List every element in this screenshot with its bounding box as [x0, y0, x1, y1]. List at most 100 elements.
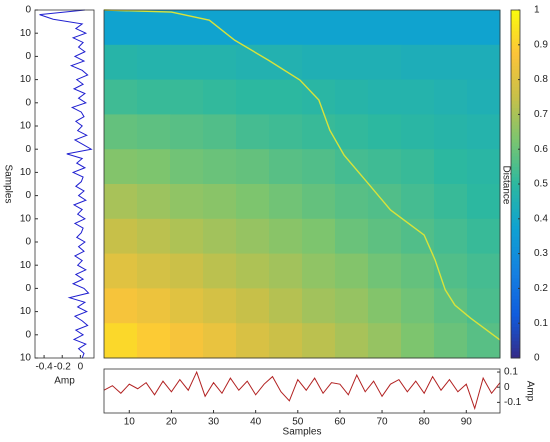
- heat-cell: [368, 253, 402, 289]
- heat-cell: [302, 149, 336, 185]
- heat-cell: [302, 79, 336, 115]
- colorbar-tick-label: 0.5: [534, 179, 548, 190]
- heat-cell: [401, 10, 435, 46]
- heat-cell: [269, 184, 303, 220]
- heat-cell: [236, 10, 270, 46]
- x-tick-label: -0.4: [35, 362, 53, 373]
- heat-cell: [269, 149, 303, 185]
- colorbar-swatch: [511, 44, 520, 49]
- colorbar-swatch: [511, 344, 520, 349]
- heat-cell: [335, 323, 369, 359]
- heat-cell: [236, 184, 270, 220]
- colorbar-swatch: [511, 190, 520, 195]
- heat-cell: [434, 288, 468, 324]
- heat-cell: [401, 288, 435, 324]
- y-axis-label: Samples: [2, 165, 13, 204]
- colorbar-swatch: [511, 16, 520, 21]
- heat-cell: [236, 149, 270, 185]
- y-tick-label: -0.1: [504, 397, 522, 408]
- colorbar-swatch: [511, 135, 520, 140]
- heat-cell: [203, 114, 237, 150]
- heat-cell: [170, 253, 204, 289]
- x-tick-label: 30: [208, 417, 220, 428]
- colorbar-swatch: [511, 128, 520, 133]
- heat-cell: [236, 323, 270, 359]
- heat-cell: [467, 44, 501, 81]
- colorbar-swatch: [511, 340, 520, 345]
- colorbar-swatch: [511, 93, 520, 98]
- heat-cell: [104, 44, 138, 81]
- colorbar-swatch: [511, 222, 520, 227]
- heat-cell: [467, 114, 501, 150]
- heat-cell: [401, 323, 435, 359]
- heat-cell: [170, 288, 204, 324]
- heat-cell: [434, 184, 468, 220]
- colorbar-swatch: [511, 10, 520, 14]
- colorbar-swatch: [511, 271, 520, 275]
- colorbar-swatch: [511, 103, 520, 108]
- y-tick-label: 10: [20, 121, 32, 132]
- heat-cell: [434, 79, 468, 115]
- colorbar-swatch: [511, 323, 520, 328]
- heat-cell: [401, 79, 435, 115]
- heat-cell: [269, 79, 303, 115]
- colorbar-swatch: [511, 138, 520, 143]
- x-tick-label: 0: [78, 362, 84, 373]
- colorbar-swatch: [511, 79, 520, 84]
- x-axis-label: Amp: [54, 376, 75, 387]
- heat-cell: [104, 288, 138, 324]
- colorbar-swatch: [511, 76, 520, 81]
- heat-cell: [302, 323, 336, 359]
- colorbar-tick-label: 1: [534, 5, 540, 16]
- x-tick-label: -0.2: [54, 362, 72, 373]
- heat-cell: [104, 114, 138, 150]
- colorbar-swatch: [511, 250, 520, 255]
- heat-cell: [203, 323, 237, 359]
- colorbar-swatch: [511, 69, 520, 74]
- colorbar-swatch: [511, 97, 520, 101]
- colorbar-swatch: [511, 194, 520, 199]
- heat-cell: [335, 44, 369, 81]
- x-tick-label: 80: [419, 417, 431, 428]
- heat-cell: [368, 44, 402, 81]
- colorbar-swatch: [511, 48, 520, 53]
- heat-cell: [434, 323, 468, 359]
- colorbar-swatch: [511, 72, 520, 77]
- heat-cell: [434, 218, 468, 255]
- heat-cell: [104, 253, 138, 289]
- colorbar-tick-label: 0.2: [534, 283, 548, 294]
- heat-cell: [104, 218, 138, 255]
- colorbar-tick-label: 0.7: [534, 109, 548, 120]
- colorbar-swatch: [511, 264, 520, 269]
- heat-cell: [302, 114, 336, 150]
- heat-cell: [104, 149, 138, 185]
- colorbar-swatch: [511, 326, 520, 331]
- heat-cell: [203, 288, 237, 324]
- heat-cell: [368, 218, 402, 255]
- heat-cell: [203, 253, 237, 289]
- colorbar-swatch: [511, 177, 520, 182]
- y-tick-label: 0: [25, 144, 31, 155]
- y-tick-label: 10: [20, 306, 32, 317]
- colorbar-swatch: [511, 316, 520, 321]
- heat-cell: [467, 149, 501, 185]
- heat-cell: [434, 114, 468, 150]
- heat-cell: [335, 184, 369, 220]
- heat-cell: [170, 149, 204, 185]
- panel-frame: [103, 368, 501, 414]
- colorbar-tick-label: 0.3: [534, 248, 548, 259]
- heat-cell: [203, 184, 237, 220]
- heatmap-frame: [103, 9, 501, 359]
- colorbar-swatch: [511, 13, 520, 18]
- y-tick-label: 0: [25, 5, 31, 16]
- heat-cell: [335, 149, 369, 185]
- heat-cell: [401, 114, 435, 150]
- colorbar-swatch: [511, 260, 520, 265]
- y-tick-label: 0: [504, 382, 510, 393]
- colorbar-swatch: [511, 152, 520, 157]
- colorbar-swatch: [511, 211, 520, 216]
- x-tick-label: 50: [292, 417, 304, 428]
- heat-cell: [137, 184, 171, 220]
- heat-cell: [368, 149, 402, 185]
